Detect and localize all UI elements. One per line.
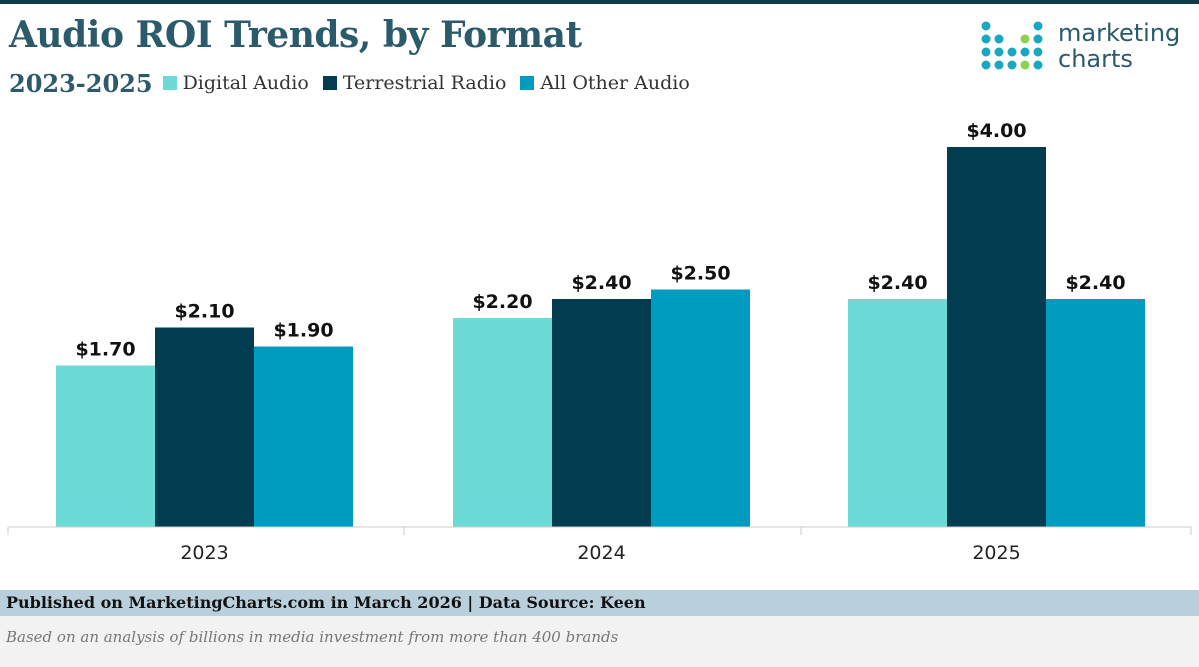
bar-2023-digital-audio [56,365,155,527]
bar-2024-terrestrial-radio [552,299,651,527]
footer-published-text: Published on MarketingCharts.com in Marc… [6,593,646,612]
data-label-2024-all-other-audio: $2.50 [670,263,730,285]
footer-note-bar: Based on an analysis of billions in medi… [0,616,1199,667]
bar-2023-all-other-audio [254,346,353,527]
data-label-2025-all-other-audio: $2.40 [1065,272,1125,294]
legend-swatch-digital-audio [162,76,177,90]
legend-swatch-terrestrial-radio [322,76,337,90]
data-label-2023-terrestrial-radio: $2.10 [174,301,234,323]
legend-swatch-all-other-audio [520,76,535,90]
logo-text-line2: charts [1058,45,1133,73]
data-label-2023-digital-audio: $1.70 [75,339,135,361]
logo-wordmark: marketing charts [1058,20,1180,72]
bar-2025-digital-audio [848,299,947,527]
data-label-2024-digital-audio: $2.20 [472,291,532,313]
chart-subtitle: 2023-2025 [9,68,153,98]
chart-title: Audio ROI Trends, by Format [9,14,582,56]
x-tick-label-2024: 2024 [577,542,625,564]
legend-label-terrestrial-radio: Terrestrial Radio [342,72,507,94]
marketingcharts-logo: marketing charts [980,20,1190,80]
top-accent-bar [0,0,1199,4]
logo-dots-icon [981,21,1043,70]
footer-published-bar: Published on MarketingCharts.com in Marc… [0,590,1199,616]
data-label-2025-terrestrial-radio: $4.00 [966,120,1026,142]
subtitle-legend-row: 2023-2025 Digital Audio Terrestrial Radi… [9,68,704,98]
bar-2025-terrestrial-radio [947,147,1046,527]
footer-note-text: Based on an analysis of billions in medi… [6,628,619,646]
bar-2024-all-other-audio [651,289,750,527]
legend-item-digital-audio: Digital Audio [162,72,309,94]
legend-item-terrestrial-radio: Terrestrial Radio [322,72,507,94]
data-label-2024-terrestrial-radio: $2.40 [571,272,631,294]
bar-2025-all-other-audio [1046,299,1145,527]
legend-item-all-other-audio: All Other Audio [520,72,690,94]
data-label-2025-digital-audio: $2.40 [867,272,927,294]
bar-2023-terrestrial-radio [155,327,254,527]
bar-chart: $1.70 $2.10 $1.90 2023 $2.20 $2.40 $2.50 2024 $2… [7,120,1192,564]
legend-label-all-other-audio: All Other Audio [540,72,690,94]
bar-2024-digital-audio [453,318,552,527]
logo-text-line1: marketing [1058,19,1181,47]
x-tick-label-2023: 2023 [180,542,228,564]
data-label-2023-all-other-audio: $1.90 [273,320,333,342]
x-tick-label-2025: 2025 [972,542,1020,564]
legend-label-digital-audio: Digital Audio [182,72,309,94]
